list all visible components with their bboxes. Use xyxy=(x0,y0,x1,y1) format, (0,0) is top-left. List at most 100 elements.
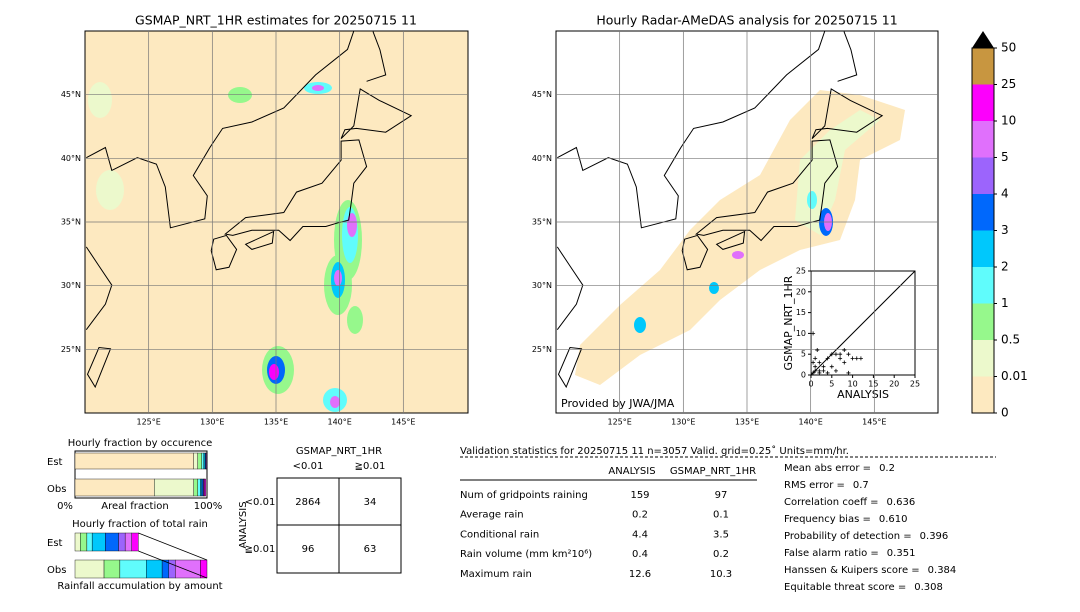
colorbar-segment xyxy=(972,121,994,158)
fraction-segment xyxy=(146,559,163,579)
lat-label: 40°N xyxy=(532,154,552,163)
stat-label: Maximum rain xyxy=(460,569,532,580)
y-tick-label: 0 xyxy=(801,371,806,380)
fraction-segment xyxy=(193,478,198,497)
fraction-segment xyxy=(206,452,208,470)
stat-value: 0.2 xyxy=(632,510,648,521)
point xyxy=(825,356,830,361)
colorbar-label: 10 xyxy=(1001,114,1016,128)
score-value: 0.396 xyxy=(920,531,949,542)
colorbar-segment xyxy=(972,267,994,304)
fraction-segment xyxy=(86,532,93,552)
point xyxy=(815,348,820,353)
point xyxy=(821,364,826,369)
stat-value: 97 xyxy=(715,490,728,501)
colorbar-label: 25 xyxy=(1001,77,1016,91)
lat-label: 45°N xyxy=(532,90,552,99)
y-tick-label: 15 xyxy=(796,308,806,317)
col-header: GSMAP_NRT_1HR xyxy=(670,466,756,477)
rain-pattern xyxy=(575,90,905,385)
x-tick-label: 25 xyxy=(910,380,920,389)
score-value: 0.2 xyxy=(879,463,895,474)
colorbar-segment xyxy=(972,194,994,231)
lon-label: 135°E xyxy=(264,418,288,427)
point xyxy=(833,352,838,357)
colorbar-label: 4 xyxy=(1001,187,1009,201)
point xyxy=(846,370,851,375)
point xyxy=(829,352,834,357)
fraction-segment xyxy=(80,532,88,552)
lon-label: 130°E xyxy=(671,418,695,427)
point xyxy=(817,360,822,365)
x-tick-label: 15 xyxy=(868,380,878,389)
colorbar-label: 0.01 xyxy=(1001,369,1028,383)
fraction-segment xyxy=(74,532,81,552)
fraction-segment xyxy=(175,559,201,579)
row-title: ANALYSIS xyxy=(238,501,249,548)
point xyxy=(825,370,830,375)
lon-label: 145°E xyxy=(862,418,886,427)
colorbar-segment xyxy=(972,48,994,85)
point xyxy=(821,368,826,373)
score-label: Correlation coeff = xyxy=(784,497,879,508)
fraction-segment xyxy=(74,478,155,497)
lat-label: 35°N xyxy=(532,218,552,227)
point xyxy=(842,348,847,353)
map-title: Hourly Radar-AMeDAS analysis for 2025071… xyxy=(596,13,897,28)
axis-label: Areal fraction xyxy=(101,501,168,512)
x-tick-label: 10 xyxy=(848,380,858,389)
stat-value: 0.4 xyxy=(632,549,648,560)
colorbar-label: 0 xyxy=(1001,406,1009,420)
point xyxy=(858,356,863,361)
lat-label: 25°N xyxy=(61,345,81,354)
fraction-segment xyxy=(197,452,202,470)
x-tick-label: 0 xyxy=(808,380,813,389)
score-value: 0.351 xyxy=(887,548,916,559)
lat-label: 25°N xyxy=(532,345,552,354)
x-tick-label: 5 xyxy=(829,380,834,389)
table-cell: 63 xyxy=(364,544,377,555)
score-value: 0.7 xyxy=(853,480,869,491)
fraction-segment xyxy=(105,532,119,552)
stat-value: 4.4 xyxy=(632,529,648,540)
score-value: 0.610 xyxy=(879,514,908,525)
lon-label: 125°E xyxy=(608,418,632,427)
stat-value: 0.1 xyxy=(713,510,729,521)
y-axis-label: GSMAP_NRT_1HR xyxy=(782,275,795,370)
fraction-segment xyxy=(204,478,206,497)
point xyxy=(838,352,843,357)
fraction-segment xyxy=(153,478,194,497)
stat-value: 159 xyxy=(630,490,649,501)
table-cell: 34 xyxy=(364,497,377,508)
fraction-segment xyxy=(118,532,126,552)
axis-label: 0% xyxy=(57,501,73,512)
fraction-segment xyxy=(124,532,132,552)
colorbar-label: 5 xyxy=(1001,150,1009,164)
point xyxy=(850,356,855,361)
axis-label: 100% xyxy=(194,501,223,512)
fraction-segment xyxy=(201,452,204,470)
stat-value: 0.2 xyxy=(713,549,729,560)
row-header: <0.01 xyxy=(245,497,276,508)
stat-label: Rain volume (mm km²10⁶) xyxy=(460,549,592,560)
fraction-segment xyxy=(74,559,105,579)
stat-label: Conditional rain xyxy=(460,529,539,540)
fraction-segment xyxy=(200,559,208,579)
score-label: False alarm ratio = xyxy=(784,548,879,559)
fraction-segment xyxy=(131,532,139,552)
point xyxy=(811,331,816,336)
x-tick-label: 20 xyxy=(889,380,899,389)
colorbar-label: 3 xyxy=(1001,223,1009,237)
diagonal xyxy=(810,270,916,376)
score-value: 0.308 xyxy=(914,582,943,593)
colorbar-segment xyxy=(972,84,994,121)
lat-label: 40°N xyxy=(61,154,81,163)
col-header: <0.01 xyxy=(293,461,324,472)
colorbar-segment xyxy=(972,157,994,194)
table-cell: 96 xyxy=(302,544,315,555)
stats-title: Validation statistics for 20250715 11 n=… xyxy=(460,445,849,457)
fraction-segment xyxy=(74,452,195,470)
point xyxy=(846,352,851,357)
panel-title: Hourly fraction of total rain xyxy=(72,519,208,530)
score-value: 0.384 xyxy=(928,565,957,576)
